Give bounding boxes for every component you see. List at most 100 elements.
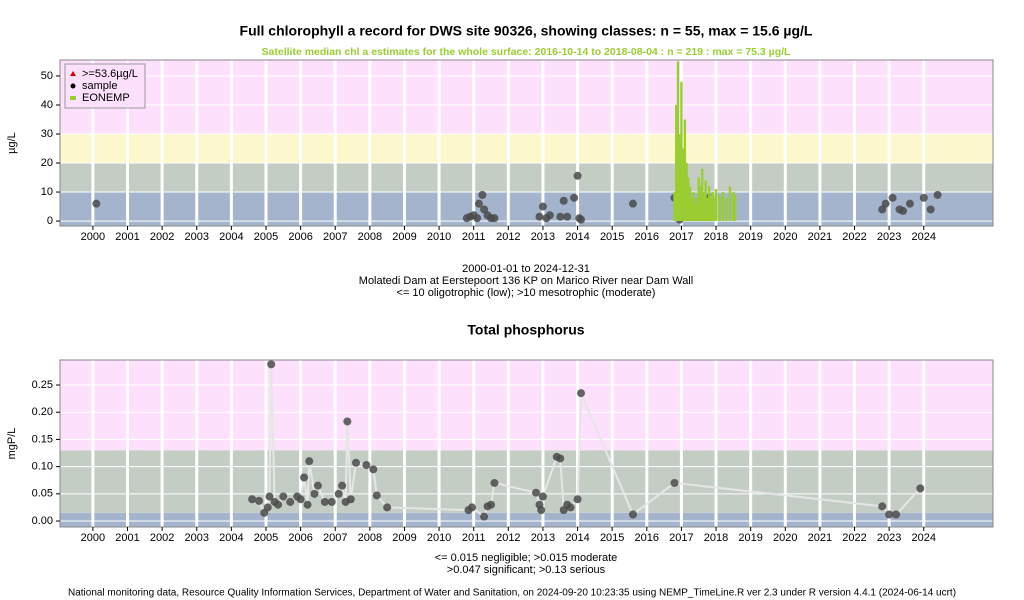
x-tick-label: 2020 <box>773 231 797 243</box>
bar <box>678 134 681 222</box>
point <box>265 492 274 501</box>
x-tick-label: 2018 <box>704 532 728 544</box>
point <box>573 171 582 180</box>
point <box>538 492 547 501</box>
x-tick-label: 2021 <box>808 231 832 243</box>
x-tick-label: 2019 <box>738 532 762 544</box>
bar <box>688 186 692 222</box>
point <box>628 510 637 519</box>
x-tick-label: 2022 <box>842 231 866 243</box>
x-tick-label: 2020 <box>773 532 797 544</box>
bar <box>733 194 737 222</box>
y-tick-label: 0.10 <box>32 461 53 473</box>
legend-symbol <box>70 71 76 76</box>
point <box>881 199 890 208</box>
point <box>559 196 568 205</box>
x-tick-label: 2015 <box>600 231 624 243</box>
bar <box>709 194 713 222</box>
point <box>362 460 371 469</box>
point <box>372 491 381 500</box>
point <box>563 212 572 221</box>
x-tick-label: 2002 <box>150 231 174 243</box>
bar <box>702 192 706 222</box>
y-tick-label: 0.00 <box>32 515 53 527</box>
bar <box>690 197 694 222</box>
x-tick-label: 2018 <box>704 231 728 243</box>
point <box>888 193 897 202</box>
bar <box>728 186 732 222</box>
bar <box>695 197 699 222</box>
chart-subtitle: Satellite median chl a estimates for the… <box>262 46 792 58</box>
x-tick-label: 2009 <box>392 532 416 544</box>
point <box>905 199 914 208</box>
point <box>351 458 360 467</box>
point <box>577 215 586 224</box>
x-tick-label: 2009 <box>392 231 416 243</box>
legend-symbol <box>70 83 76 89</box>
point <box>338 481 347 490</box>
point <box>919 193 928 202</box>
point <box>892 510 901 519</box>
legend-label: sample <box>82 80 117 92</box>
bar <box>725 197 728 222</box>
point <box>926 205 935 214</box>
point <box>878 502 887 511</box>
point <box>300 473 309 482</box>
point <box>255 496 264 505</box>
legend-symbol <box>70 96 76 100</box>
y-axis-label: mgP/L <box>6 428 18 460</box>
x-tick-label: 2014 <box>565 231 589 243</box>
point <box>535 212 544 221</box>
x-tick-label: 2014 <box>565 532 589 544</box>
point <box>670 478 679 487</box>
x-tick-label: 2000 <box>81 532 105 544</box>
point <box>532 488 541 497</box>
point <box>313 481 322 490</box>
point <box>898 206 907 215</box>
bar <box>673 192 676 222</box>
note: <= 10 oligotrophic (low); >10 mesotrophi… <box>397 287 656 299</box>
point <box>487 500 496 509</box>
bar <box>675 104 678 222</box>
y-tick-label: 0 <box>47 215 53 227</box>
point <box>383 503 392 512</box>
point <box>92 199 101 208</box>
x-tick-label: 2001 <box>115 231 139 243</box>
bar <box>713 197 716 222</box>
x-tick-label: 2013 <box>531 231 555 243</box>
bar <box>711 192 714 222</box>
point <box>878 205 887 214</box>
x-tick-label: 2004 <box>219 231 243 243</box>
class-band <box>60 450 993 513</box>
point <box>263 503 272 512</box>
bar <box>718 194 721 222</box>
x-tick-label: 2019 <box>738 231 762 243</box>
x-tick-label: 2024 <box>912 532 936 544</box>
bar <box>697 177 700 222</box>
y-tick-label: 0.20 <box>32 406 53 418</box>
point <box>545 211 554 220</box>
class-band <box>60 192 993 226</box>
bar <box>699 186 702 222</box>
class-band <box>60 163 993 193</box>
x-tick-label: 2000 <box>81 231 105 243</box>
chart-title: Total phosphorus <box>467 322 584 338</box>
point <box>885 510 894 519</box>
bar <box>680 81 683 222</box>
x-tick-label: 2008 <box>358 532 382 544</box>
point <box>310 489 319 498</box>
x-tick-label: 2022 <box>842 532 866 544</box>
x-tick-label: 2017 <box>669 532 693 544</box>
point <box>320 497 329 506</box>
point <box>473 214 482 223</box>
x-tick-label: 2012 <box>496 532 520 544</box>
x-tick-label: 2015 <box>600 532 624 544</box>
point <box>478 190 487 199</box>
x-tick-label: 2002 <box>150 532 174 544</box>
point <box>570 193 579 202</box>
x-tick-label: 2023 <box>877 231 901 243</box>
bar <box>700 168 704 222</box>
x-tick-label: 2007 <box>323 231 347 243</box>
point <box>538 202 547 211</box>
note: 2000-01-01 to 2024-12-31 <box>462 263 590 275</box>
